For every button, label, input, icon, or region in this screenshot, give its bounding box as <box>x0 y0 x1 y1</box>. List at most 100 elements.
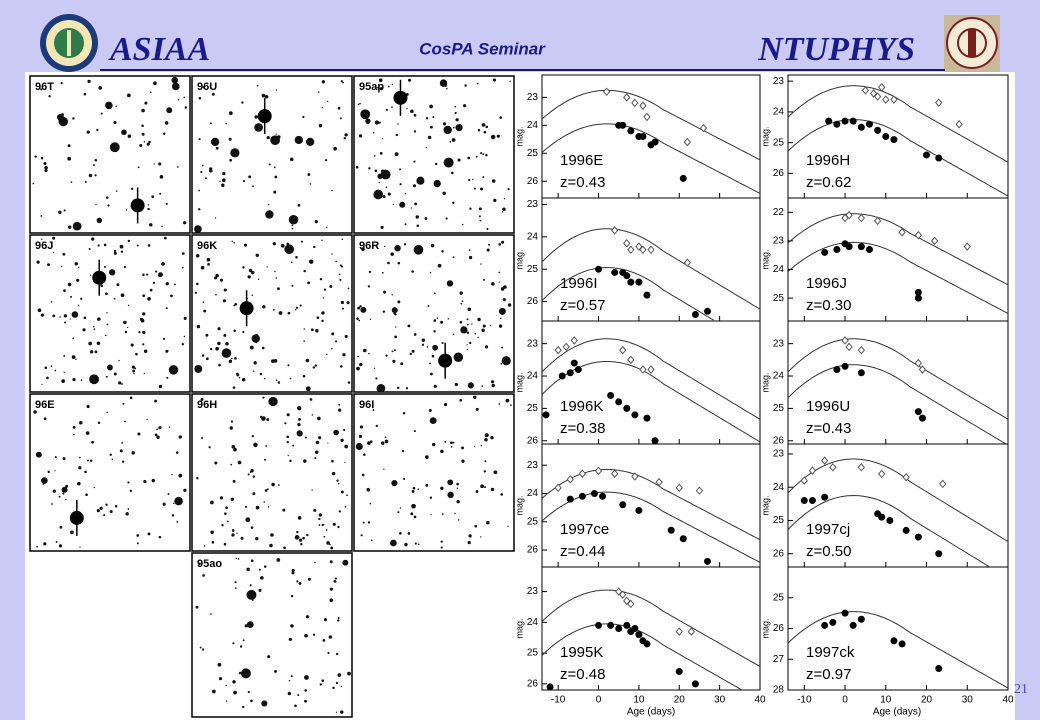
star <box>490 435 494 440</box>
filled-point <box>882 133 890 140</box>
template-curve <box>541 623 743 691</box>
star <box>165 349 169 353</box>
template-curve <box>541 338 761 420</box>
star <box>127 239 131 243</box>
sn-name: 1996J <box>806 275 847 292</box>
open-point <box>845 342 853 352</box>
open-point <box>554 345 562 355</box>
star <box>177 98 180 101</box>
star <box>50 301 53 303</box>
star <box>296 430 303 437</box>
filled-point <box>825 117 833 125</box>
open-point <box>594 466 603 476</box>
star <box>390 252 394 256</box>
star <box>228 137 232 141</box>
star <box>323 535 326 538</box>
star <box>381 137 384 140</box>
star <box>131 187 134 190</box>
star <box>153 81 157 86</box>
star <box>275 277 277 279</box>
star <box>414 542 417 545</box>
star <box>171 473 173 476</box>
star <box>397 123 399 125</box>
star <box>173 283 176 286</box>
star <box>233 447 237 452</box>
star <box>331 348 333 350</box>
star <box>218 677 223 681</box>
star <box>85 493 88 497</box>
star <box>215 273 219 278</box>
star <box>498 307 506 315</box>
star <box>143 372 146 375</box>
star <box>72 337 75 340</box>
star <box>318 524 321 526</box>
star <box>491 383 495 388</box>
star <box>32 182 35 185</box>
star <box>336 479 339 482</box>
star <box>113 297 116 300</box>
star <box>196 282 199 286</box>
y-axis-label: mag. <box>760 126 770 146</box>
star <box>304 699 307 703</box>
star <box>171 76 179 84</box>
y-tick-label: 24 <box>527 371 539 382</box>
star <box>270 533 274 537</box>
star <box>400 362 404 366</box>
open-point <box>683 258 691 268</box>
star <box>468 249 471 251</box>
star <box>443 402 448 407</box>
star <box>433 179 441 188</box>
star <box>90 350 94 354</box>
star <box>249 584 252 587</box>
star <box>143 141 146 143</box>
filled-point <box>615 625 623 632</box>
star <box>287 454 289 457</box>
star <box>205 357 209 361</box>
star <box>222 299 226 303</box>
open-point <box>914 358 923 368</box>
star <box>253 370 255 372</box>
star <box>331 189 333 192</box>
star <box>127 304 130 307</box>
star <box>330 546 334 550</box>
star <box>307 281 310 285</box>
template-curve <box>787 494 990 568</box>
star <box>467 323 469 326</box>
template-curve <box>787 85 1009 163</box>
star <box>72 377 76 382</box>
star <box>322 523 325 526</box>
x-tick-label: 30 <box>962 695 974 706</box>
filled-point <box>599 492 607 500</box>
star <box>314 450 319 455</box>
star <box>233 329 236 333</box>
star <box>264 489 268 492</box>
star <box>107 204 110 207</box>
open-point <box>635 242 643 251</box>
star <box>126 209 128 211</box>
star <box>510 404 512 406</box>
star <box>268 396 278 407</box>
star <box>71 355 76 360</box>
star <box>94 174 97 177</box>
star <box>147 244 151 247</box>
star <box>461 446 464 450</box>
star <box>453 352 464 363</box>
star <box>305 615 310 619</box>
star <box>272 241 277 246</box>
plot-frame <box>787 197 1009 322</box>
star <box>399 532 402 535</box>
filled-point <box>841 117 849 125</box>
star <box>413 430 416 433</box>
star <box>310 328 314 332</box>
star <box>359 362 363 367</box>
star <box>170 294 173 298</box>
filled-point <box>566 369 574 377</box>
filled-point <box>886 516 894 524</box>
star <box>391 480 398 487</box>
star <box>444 440 447 443</box>
star <box>91 440 94 444</box>
star <box>217 327 221 331</box>
star <box>202 301 205 303</box>
star <box>492 78 497 82</box>
star <box>62 252 66 256</box>
